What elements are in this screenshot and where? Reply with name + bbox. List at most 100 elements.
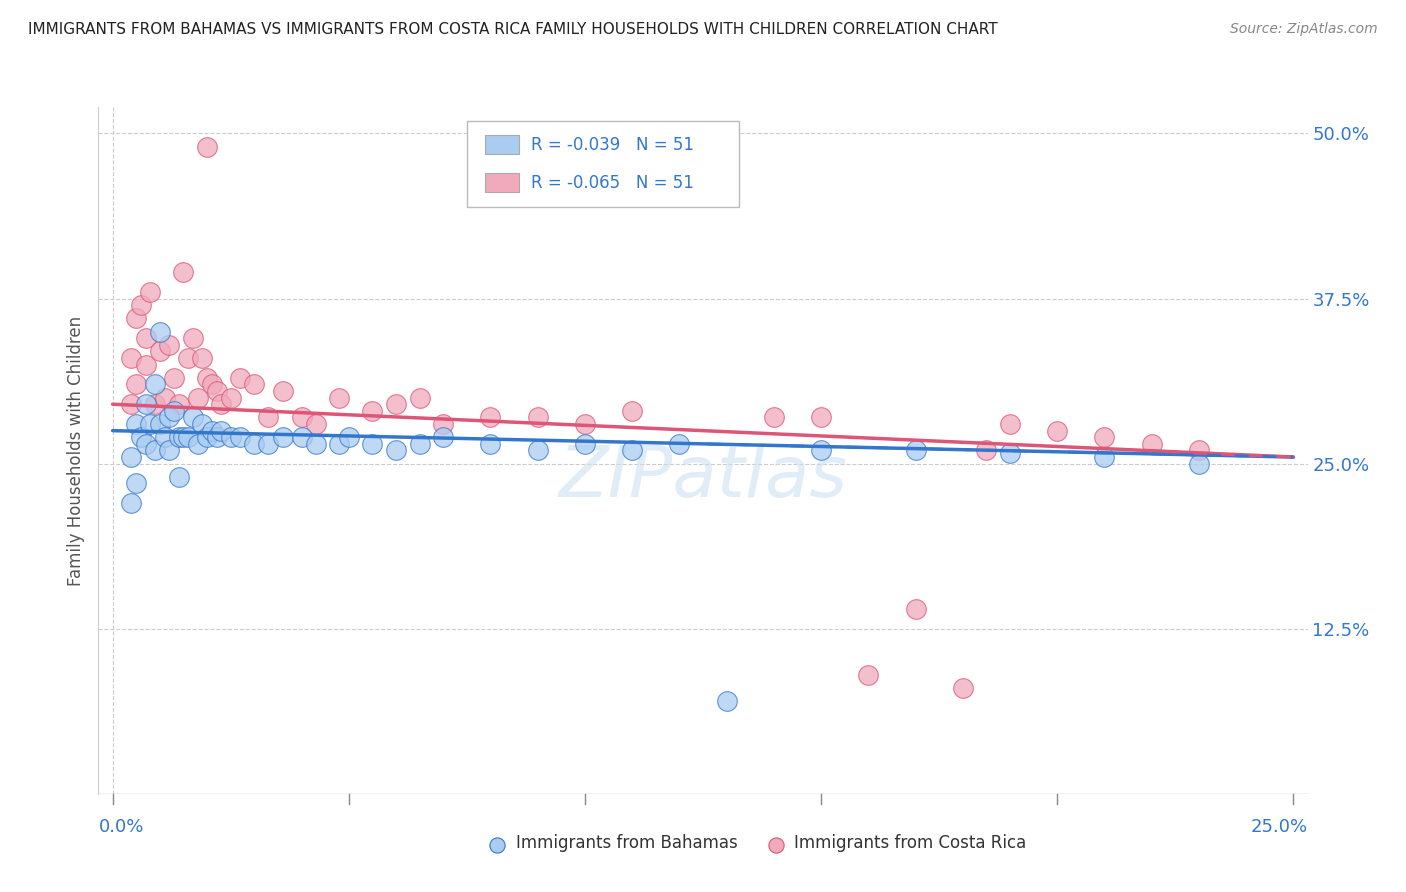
- Text: Immigrants from Costa Rica: Immigrants from Costa Rica: [793, 834, 1026, 853]
- Text: Source: ZipAtlas.com: Source: ZipAtlas.com: [1230, 22, 1378, 37]
- Point: [290, 430, 312, 444]
- Point: [716, 694, 738, 708]
- Point: [337, 430, 360, 444]
- Point: [408, 391, 430, 405]
- Point: [121, 450, 143, 464]
- Point: [621, 443, 644, 458]
- Point: [219, 391, 242, 405]
- Point: [143, 443, 166, 458]
- Point: [187, 391, 209, 405]
- Point: [139, 417, 162, 431]
- Point: [209, 424, 232, 438]
- Point: [810, 410, 832, 425]
- Point: [157, 443, 180, 458]
- Point: [858, 668, 880, 682]
- Text: Immigrants from Bahamas: Immigrants from Bahamas: [516, 834, 737, 853]
- Point: [271, 384, 294, 398]
- Point: [479, 437, 502, 451]
- Point: [172, 430, 194, 444]
- Point: [195, 139, 218, 153]
- Point: [574, 437, 596, 451]
- Point: [177, 351, 200, 365]
- Point: [163, 404, 186, 418]
- Point: [125, 311, 148, 326]
- Point: [129, 430, 152, 444]
- Point: [243, 437, 266, 451]
- Point: [135, 358, 157, 372]
- Point: [526, 410, 548, 425]
- Point: [195, 371, 218, 385]
- Point: [195, 430, 218, 444]
- Point: [229, 430, 252, 444]
- Point: [135, 437, 157, 451]
- Point: [201, 377, 224, 392]
- Point: [149, 417, 172, 431]
- Point: [143, 377, 166, 392]
- Point: [201, 424, 224, 438]
- Point: [172, 265, 194, 279]
- Point: [157, 410, 180, 425]
- Point: [526, 443, 548, 458]
- Point: [121, 496, 143, 510]
- Text: IMMIGRANTS FROM BAHAMAS VS IMMIGRANTS FROM COSTA RICA FAMILY HOUSEHOLDS WITH CHI: IMMIGRANTS FROM BAHAMAS VS IMMIGRANTS FR…: [28, 22, 998, 37]
- Point: [209, 397, 232, 411]
- Point: [574, 417, 596, 431]
- Point: [181, 410, 204, 425]
- Point: [143, 397, 166, 411]
- Point: [904, 602, 927, 616]
- Point: [125, 417, 148, 431]
- Bar: [485, 136, 519, 154]
- Point: [229, 371, 252, 385]
- Point: [205, 430, 228, 444]
- Point: [149, 344, 172, 359]
- Point: [257, 410, 280, 425]
- Point: [243, 377, 266, 392]
- Y-axis label: Family Households with Children: Family Households with Children: [66, 316, 84, 585]
- Point: [219, 430, 242, 444]
- Point: [135, 397, 157, 411]
- Point: [181, 331, 204, 345]
- Point: [157, 338, 180, 352]
- Point: [385, 397, 408, 411]
- Point: [187, 437, 209, 451]
- Point: [305, 417, 328, 431]
- Point: [952, 681, 974, 696]
- Point: [153, 430, 176, 444]
- Point: [167, 397, 190, 411]
- Point: [810, 443, 832, 458]
- Point: [1094, 430, 1116, 444]
- Point: [361, 437, 384, 451]
- Point: [385, 443, 408, 458]
- Point: [1094, 450, 1116, 464]
- Point: [305, 437, 328, 451]
- Point: [621, 404, 644, 418]
- Text: R = -0.065   N = 51: R = -0.065 N = 51: [531, 174, 695, 192]
- Point: [904, 443, 927, 458]
- Point: [135, 331, 157, 345]
- Point: [1140, 437, 1163, 451]
- Point: [205, 384, 228, 398]
- Point: [432, 430, 454, 444]
- Point: [153, 391, 176, 405]
- Point: [479, 410, 502, 425]
- Point: [125, 377, 148, 392]
- Text: 0.0%: 0.0%: [98, 818, 143, 836]
- Point: [121, 351, 143, 365]
- Point: [290, 410, 312, 425]
- Point: [121, 397, 143, 411]
- Point: [1046, 424, 1069, 438]
- Point: [408, 437, 430, 451]
- Point: [998, 446, 1021, 460]
- Point: [1188, 443, 1211, 458]
- Point: [129, 298, 152, 312]
- Point: [328, 437, 350, 451]
- Point: [177, 430, 200, 444]
- Point: [1188, 457, 1211, 471]
- Point: [191, 417, 214, 431]
- Point: [167, 470, 190, 484]
- Point: [361, 404, 384, 418]
- Point: [328, 391, 350, 405]
- FancyBboxPatch shape: [467, 120, 740, 207]
- Point: [149, 325, 172, 339]
- Point: [257, 437, 280, 451]
